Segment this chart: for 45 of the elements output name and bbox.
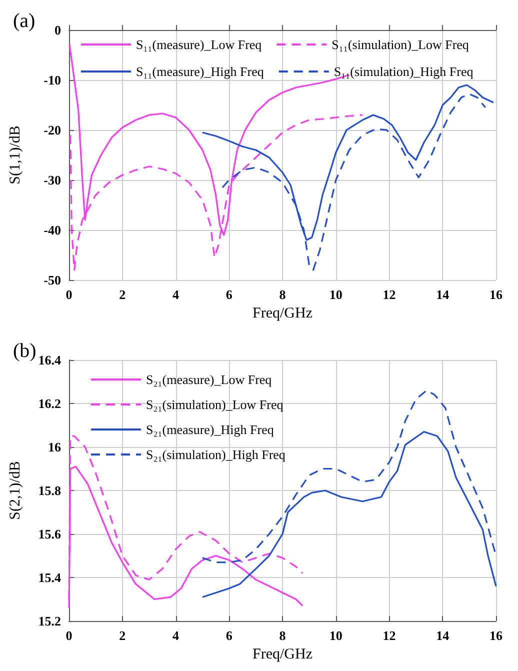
x-tick-label: 0 bbox=[66, 287, 72, 302]
x-tick-label: 2 bbox=[119, 628, 126, 643]
y-tick-label: -10 bbox=[44, 72, 61, 88]
y-tick-label: 15.2 bbox=[38, 614, 61, 628]
legend-label: S₁₁(simulation)_Low Freq bbox=[332, 37, 470, 52]
x-tick-label: 10 bbox=[329, 628, 342, 643]
legend-label: S₂₁(measure)_Low Freq bbox=[146, 372, 272, 387]
x-tick-label: 16 bbox=[490, 287, 503, 302]
x-axis-title: Freq/GHz bbox=[252, 305, 313, 322]
chart-title: (a) bbox=[13, 10, 36, 32]
y-tick-label: 16.4 bbox=[38, 352, 62, 368]
y-tick-label: 0 bbox=[54, 22, 61, 38]
y-tick-label: 16 bbox=[48, 440, 62, 454]
legend-label: S₂₁(simulation)_High Freq bbox=[146, 447, 286, 462]
x-tick-label: 0 bbox=[66, 628, 72, 643]
x-tick-label: 8 bbox=[279, 628, 286, 643]
x-tick-label: 10 bbox=[329, 287, 342, 302]
y-tick-label: 16.2 bbox=[38, 396, 61, 411]
legend-label: S₂₁(simulation)_Low Freq bbox=[146, 397, 284, 412]
x-tick-label: 16 bbox=[490, 628, 503, 643]
x-tick-label: 8 bbox=[279, 287, 286, 302]
y-axis-title: S(2,1)/dB bbox=[8, 461, 24, 520]
legend-label: S₂₁(measure)_High Freq bbox=[146, 422, 274, 437]
x-tick-label: 4 bbox=[172, 628, 180, 643]
legend-label: S₁₁(measure)_High Freq bbox=[136, 64, 264, 79]
y-tick-label: -50 bbox=[44, 272, 61, 288]
chart-title: (b) bbox=[13, 340, 36, 362]
x-tick-label: 4 bbox=[172, 287, 180, 302]
y-tick-label: -30 bbox=[44, 172, 61, 188]
legend-label: S₁₁(measure)_Low Freq bbox=[136, 37, 262, 52]
x-tick-label: 14 bbox=[436, 287, 450, 302]
y-tick-label: -20 bbox=[44, 122, 61, 138]
x-tick-label: 6 bbox=[226, 287, 233, 302]
y-tick-label: 15.6 bbox=[38, 526, 62, 542]
x-tick-label: 12 bbox=[382, 628, 396, 643]
y-tick-label: -40 bbox=[44, 222, 61, 238]
y-axis-title: S(1,1)/dB bbox=[8, 126, 24, 184]
y-tick-label: 15.4 bbox=[38, 570, 62, 585]
y-tick-label: 15.8 bbox=[38, 483, 62, 498]
x-tick-label: 6 bbox=[226, 628, 233, 643]
x-tick-label: 2 bbox=[119, 287, 126, 302]
x-tick-label: 14 bbox=[436, 628, 450, 643]
legend-label: S₁₁(simulation)_High Freq bbox=[334, 64, 474, 79]
x-tick-label: 12 bbox=[382, 287, 396, 302]
x-axis-title: Freq/GHz bbox=[252, 646, 313, 662]
